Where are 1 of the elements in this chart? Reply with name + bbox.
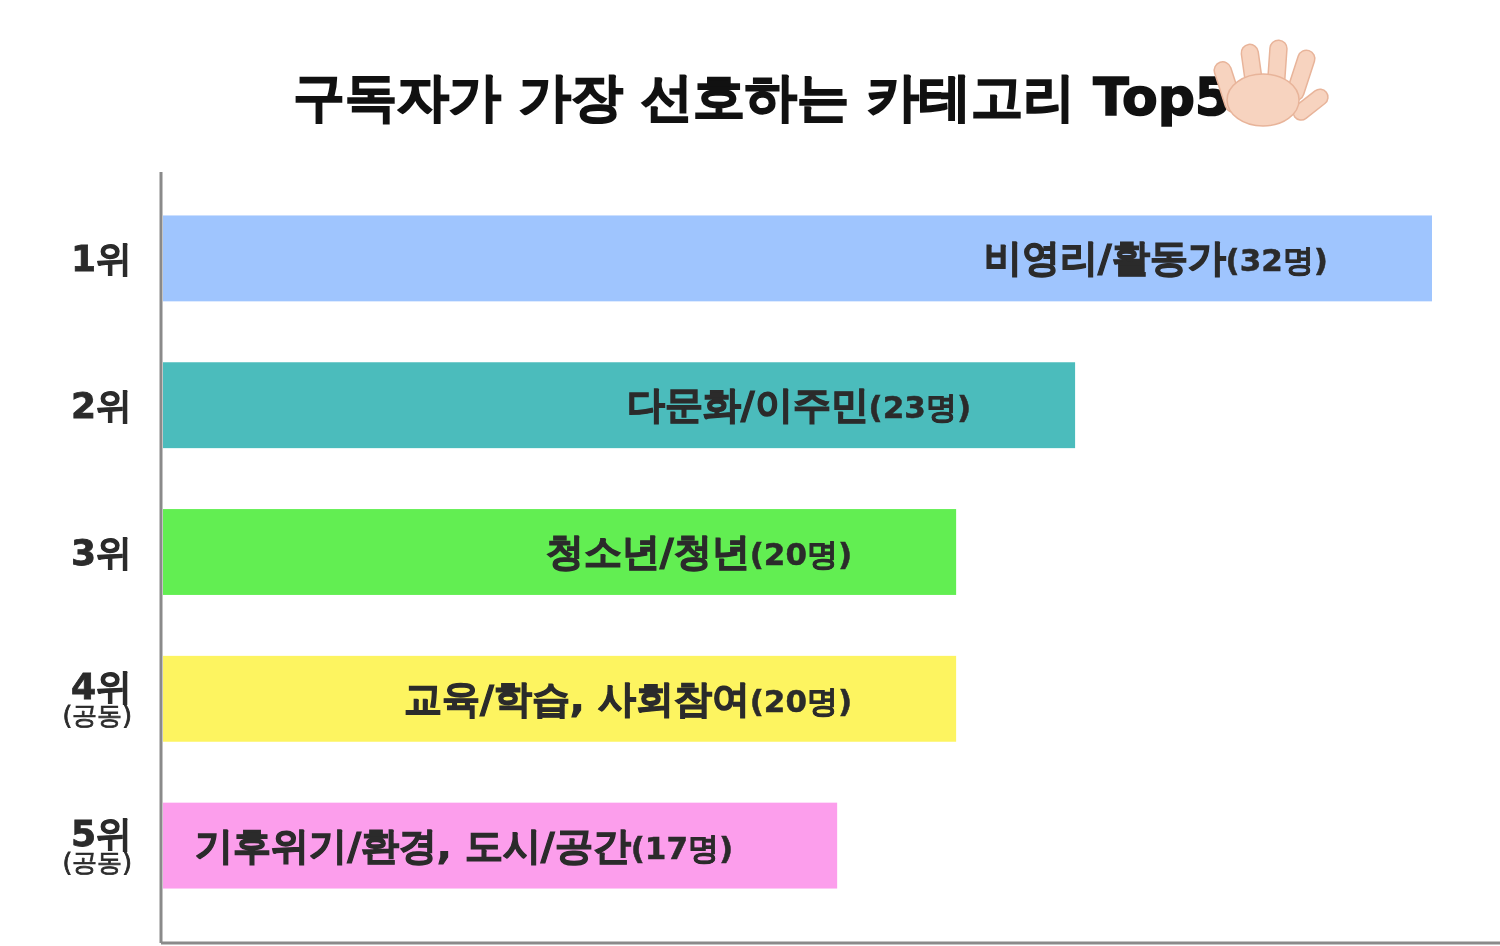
- title: 구독자가 가장 선호하는 카테고리 Top5: [292, 67, 1232, 127]
